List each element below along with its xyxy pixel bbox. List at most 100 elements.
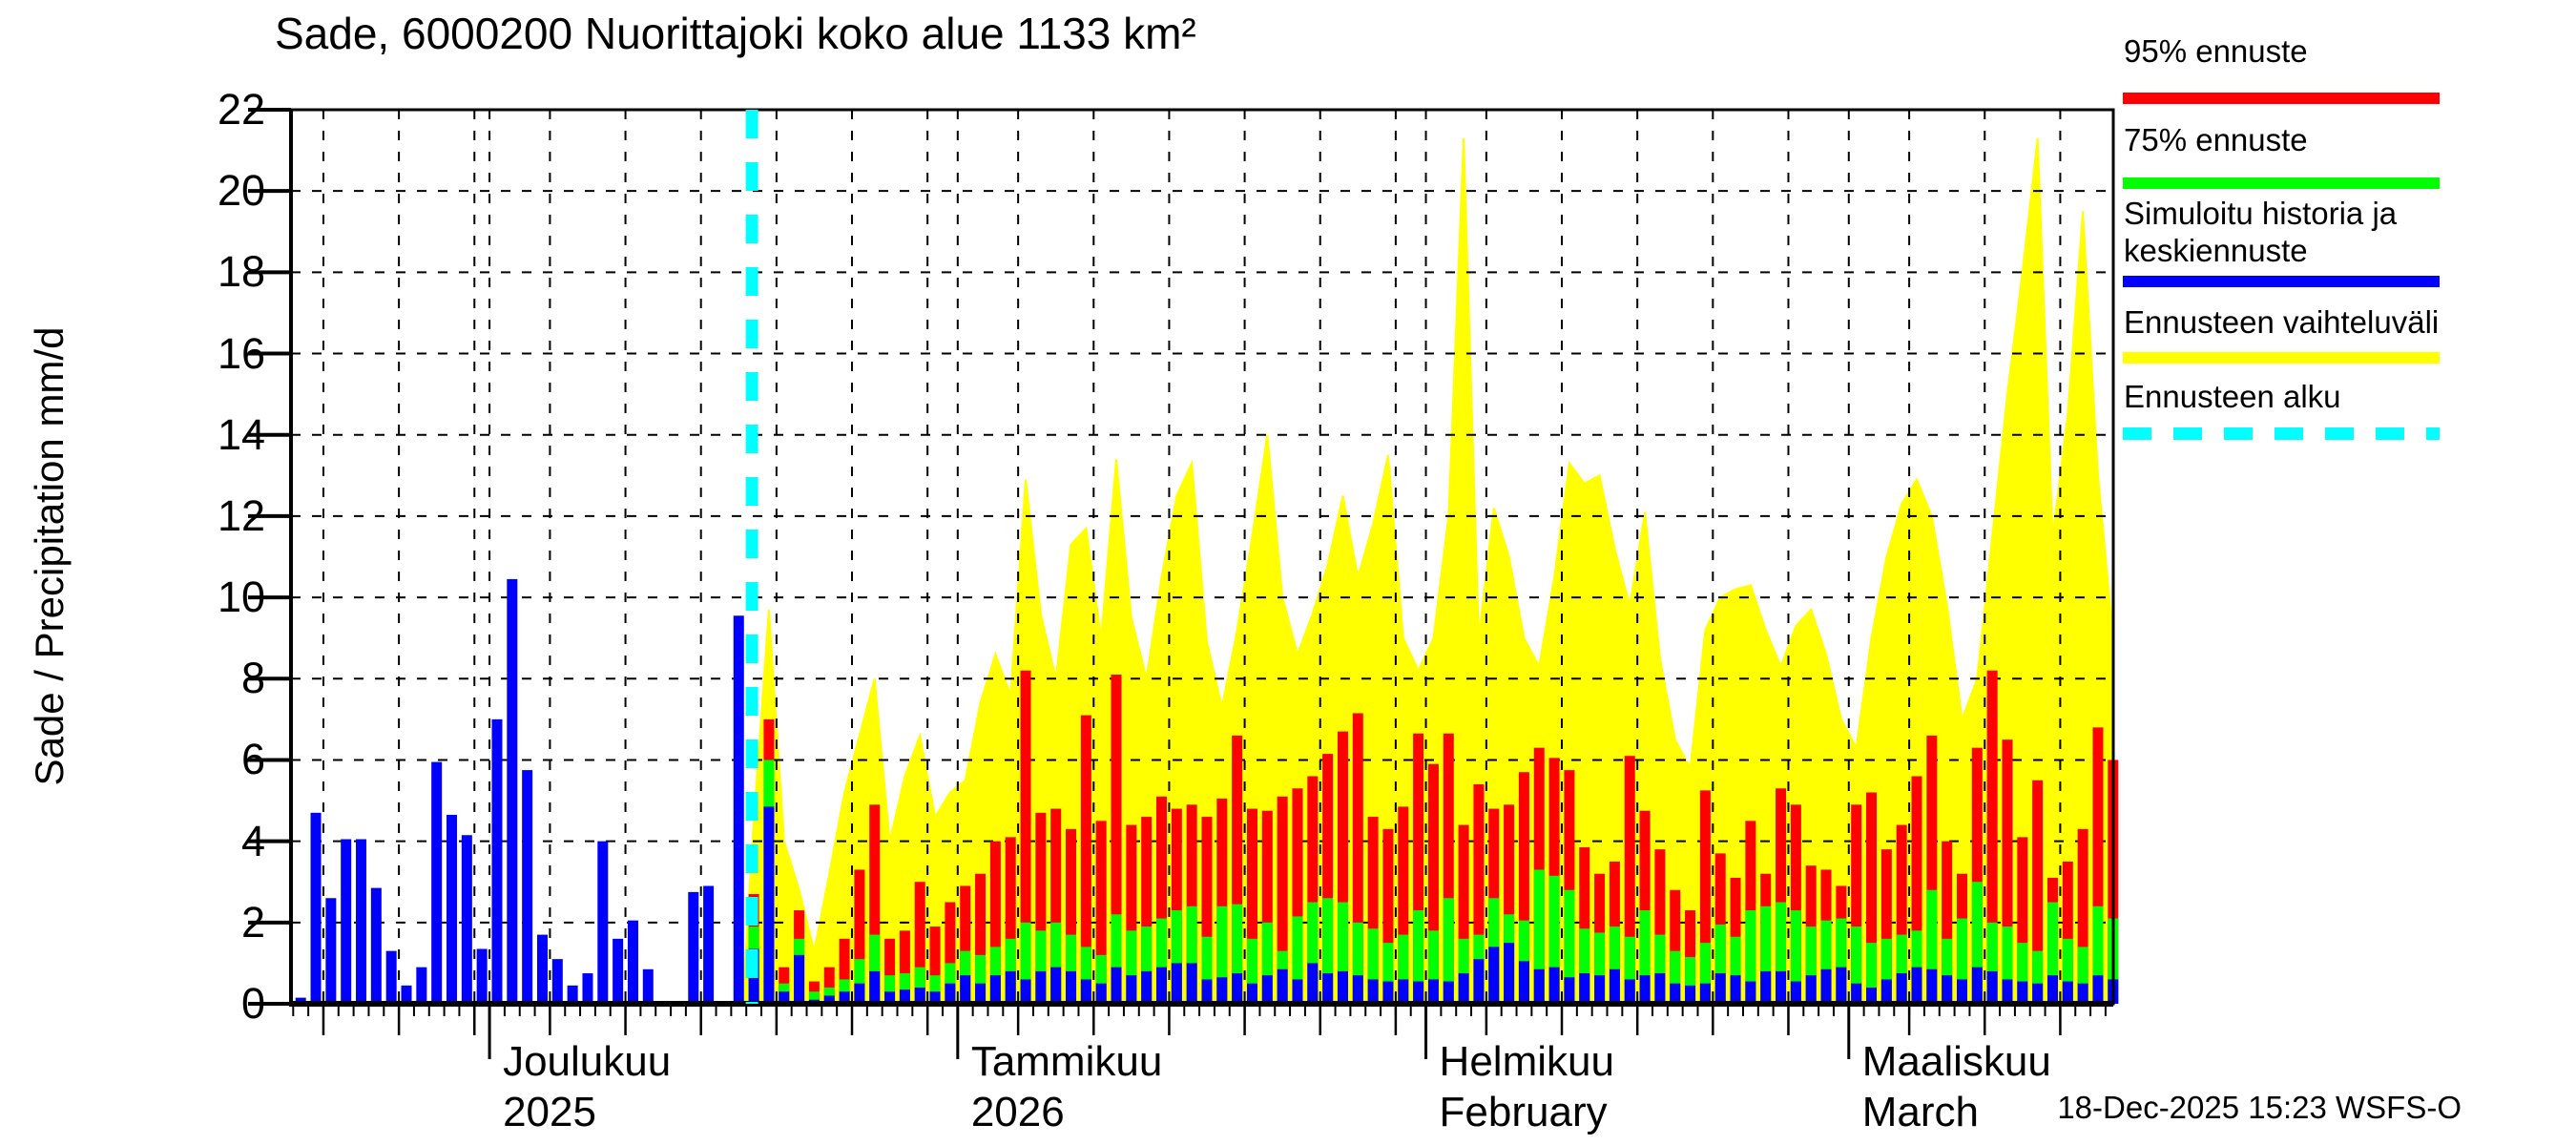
forecast-95-bar xyxy=(1095,821,1107,1004)
forecast-75-bar xyxy=(839,979,850,1004)
forecast-75-bar xyxy=(2017,943,2028,1004)
history-bar xyxy=(522,770,533,1004)
forecast-median-bar xyxy=(989,975,1001,1004)
forecast-median-bar xyxy=(1246,983,1257,1004)
forecast-median-bar xyxy=(1836,967,1847,1004)
forecast-median-bar xyxy=(1820,968,1832,1004)
history-bar xyxy=(356,839,367,1004)
history-bar xyxy=(295,997,306,1004)
forecast-95-bar xyxy=(1790,804,1801,1004)
forecast-median-bar xyxy=(1609,968,1620,1004)
forecast-95-bar xyxy=(1246,808,1257,1004)
forecast-75-bar xyxy=(1926,889,1938,1004)
forecast-95-bar xyxy=(2017,837,2028,1004)
forecast-75-bar xyxy=(1805,926,1817,1004)
forecast-median-bar xyxy=(1805,975,1817,1004)
x-month-sublabel: February xyxy=(1439,1089,1608,1135)
forecast-95-bar xyxy=(1986,670,1998,1004)
forecast-95-bar xyxy=(2002,739,2013,1004)
forecast-median-bar xyxy=(1005,970,1016,1004)
forecast-95-bar xyxy=(1880,849,1892,1004)
y-tick-label: 12 xyxy=(217,490,265,540)
forecast-95-bar xyxy=(1579,847,1590,1004)
forecast-median-bar xyxy=(823,995,835,1004)
forecast-95-bar xyxy=(1171,808,1182,1004)
y-tick-label: 14 xyxy=(217,409,265,459)
forecast-75-bar xyxy=(1609,926,1620,1004)
forecast-median-bar xyxy=(1790,981,1801,1004)
forecast-median-bar xyxy=(1730,975,1741,1004)
forecast-median-bar xyxy=(763,806,775,1004)
forecast-75-bar xyxy=(1080,947,1091,1004)
forecast-median-bar xyxy=(1035,970,1047,1004)
y-tick-label: 22 xyxy=(217,85,265,134)
forecast-75-bar xyxy=(1337,902,1348,1004)
forecast-75-bar xyxy=(1020,922,1031,1004)
forecast-75-bar xyxy=(1398,934,1409,1004)
forecast-75-bar xyxy=(1322,898,1334,1004)
forecast-75-bar xyxy=(1986,922,1998,1004)
forecast-95-bar xyxy=(2092,727,2104,1004)
timestamp-watermark: 18-Dec-2025 15:23 WSFS-O xyxy=(2057,1090,2462,1125)
forecast-95-bar xyxy=(1020,670,1031,1004)
legend-label-75-ennuste: 75% ennuste xyxy=(2124,122,2308,157)
forecast-75-bar xyxy=(2077,947,2088,1004)
history-bar xyxy=(642,968,654,1004)
forecast-95-bar xyxy=(1971,747,1983,1004)
forecast-95-bar xyxy=(1035,812,1047,1004)
forecast-95-bar xyxy=(945,902,956,1004)
forecast-95-bar xyxy=(1307,776,1319,1004)
x-month-label: Helmikuu February xyxy=(1439,1038,1614,1135)
forecast-95-bar xyxy=(1699,790,1711,1004)
forecast-95-bar xyxy=(2062,861,2073,1004)
forecast-95-bar xyxy=(854,869,865,1004)
forecast-75-bar xyxy=(1579,928,1590,1004)
forecast-95-bar xyxy=(1911,776,1922,1004)
forecast-75-bar xyxy=(929,975,941,1004)
forecast-95-bar xyxy=(1080,715,1091,1004)
forecast-median-bar xyxy=(1579,973,1590,1004)
history-bar xyxy=(385,950,397,1004)
forecast-median-bar xyxy=(1322,973,1334,1004)
forecast-75-bar xyxy=(1216,906,1228,1004)
x-month-label: Tammikuu 2026 xyxy=(970,1038,1163,1135)
forecast-95-bar xyxy=(1352,713,1363,1004)
forecast-75-bar xyxy=(1624,936,1635,1004)
forecast-75-bar xyxy=(808,991,820,1004)
legend-line-75-ennuste-icon xyxy=(2123,177,2440,189)
history-bar xyxy=(447,814,457,1004)
forecast-median-bar xyxy=(1548,967,1560,1004)
forecast-median-bar xyxy=(779,991,790,1004)
forecast-75-bar xyxy=(2046,902,2058,1004)
forecast-75-bar xyxy=(1880,938,1892,1004)
y-tick-label: 4 xyxy=(240,816,265,865)
forecast-95-bar xyxy=(1367,817,1379,1004)
forecast-75-bar xyxy=(1594,932,1606,1004)
forecast-75-bar xyxy=(1141,926,1153,1004)
forecast-75-bar xyxy=(1654,934,1666,1004)
forecast-median-bar xyxy=(945,983,956,1004)
forecast-75-bar xyxy=(1548,875,1560,1004)
forecast-median-bar xyxy=(2092,975,2104,1004)
x-month-label: Maaliskuu March xyxy=(1861,1038,2051,1135)
forecast-75-bar xyxy=(2032,950,2044,1004)
forecast-95-bar xyxy=(1050,808,1062,1004)
forecast-95-bar xyxy=(1458,824,1469,1004)
forecast-95-bar xyxy=(1851,804,1862,1004)
forecast-median-bar xyxy=(1880,979,1892,1004)
y-tick-label: 0 xyxy=(240,979,265,1028)
forecast-75-bar xyxy=(1851,926,1862,1004)
history-bar xyxy=(627,920,638,1004)
forecast-95-bar xyxy=(1126,824,1137,1004)
forecast-median-bar xyxy=(1382,981,1394,1004)
forecast-median-bar xyxy=(1911,967,1922,1004)
forecast-75-bar xyxy=(884,975,896,1004)
forecast-75-bar xyxy=(1458,938,1469,1004)
forecast-95-bar xyxy=(839,938,850,1004)
forecast-median-bar xyxy=(1232,973,1243,1004)
forecast-95-bar xyxy=(1896,824,1907,1004)
forecast-range-area xyxy=(741,137,2114,1005)
forecast-95-bar xyxy=(1382,828,1394,1004)
